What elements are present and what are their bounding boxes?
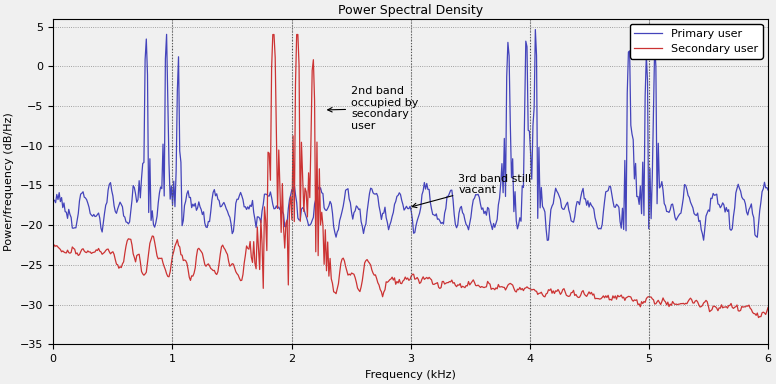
Secondary user [471,283,480,288]
Y-axis label: Power/frequency (dB/Hz): Power/frequency (dB/Hz) [5,112,15,251]
Primary user [526,151,535,155]
Secondary user [232,271,241,276]
Primary user [469,196,479,200]
Primary user [175,149,185,153]
Secondary user [49,246,58,250]
Secondary user [764,305,773,310]
Legend: Primary user, Secondary user: Primary user, Secondary user [630,24,763,59]
Secondary user [588,293,598,297]
Primary user [372,191,381,196]
X-axis label: Frequency (kHz): Frequency (kHz) [365,369,456,379]
Primary user [49,199,58,203]
Primary user [542,238,552,243]
Secondary user [527,288,536,292]
Text: 3rd band still
vacant: 3rd band still vacant [412,174,532,208]
Line: Secondary user: Secondary user [54,35,768,318]
Secondary user [269,32,279,37]
Primary user [232,197,241,202]
Primary user [589,207,598,211]
Primary user [531,27,540,32]
Secondary user [175,245,185,249]
Secondary user [373,280,383,285]
Text: 2nd band
occupied by
secondary
user: 2nd band occupied by secondary user [327,86,418,131]
Primary user [764,188,773,192]
Line: Primary user: Primary user [54,30,768,240]
Secondary user [753,315,763,320]
Title: Power Spectral Density: Power Spectral Density [338,5,483,17]
